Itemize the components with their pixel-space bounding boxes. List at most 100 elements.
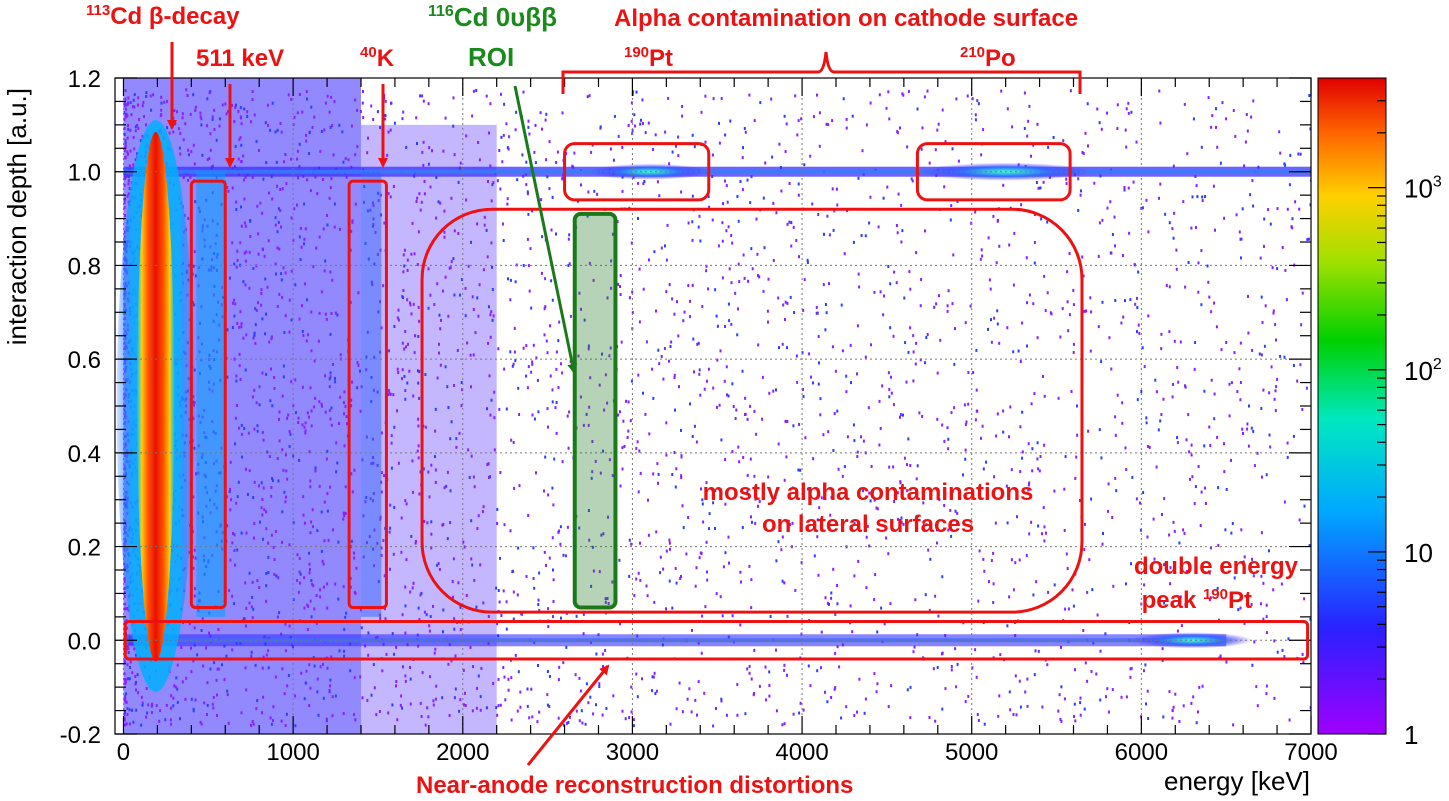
scatter-pixel — [477, 141, 480, 144]
scatter-pixel — [813, 520, 816, 524]
scatter-pixel — [546, 175, 549, 179]
scatter-pixel — [292, 404, 295, 408]
scatter-pixel — [298, 556, 301, 560]
scatter-pixel — [1026, 301, 1028, 305]
scatter-pixel — [791, 486, 794, 490]
box-anode — [123, 620, 1310, 661]
scatter-pixel — [436, 376, 439, 380]
scatter-pixel — [887, 371, 890, 375]
scatter-pixel — [766, 309, 769, 313]
scatter-pixel — [902, 413, 904, 417]
scatter-pixel — [557, 678, 560, 682]
scatter-pixel — [149, 94, 152, 98]
scatter-pixel — [635, 90, 638, 94]
scatter-pixel — [1120, 321, 1123, 325]
scatter-pixel — [526, 704, 529, 708]
scatter-pixel — [906, 489, 909, 493]
scatter-pixel — [953, 406, 956, 410]
scatter-pixel — [754, 521, 757, 525]
scatter-pixel — [1279, 354, 1282, 358]
scatter-pixel — [1216, 435, 1219, 439]
scatter-pixel — [284, 649, 287, 653]
scatter-pixel — [1033, 673, 1036, 677]
scatter-pixel — [437, 200, 440, 204]
scatter-pixel — [809, 154, 812, 158]
scatter-pixel — [244, 224, 247, 228]
scatter-pixel — [424, 373, 427, 376]
scatter-pixel — [452, 595, 454, 599]
peak-2 — [1132, 632, 1253, 649]
scatter-pixel — [551, 536, 554, 540]
scatter-pixel — [236, 321, 239, 325]
scatter-pixel — [1159, 564, 1162, 568]
scatter-pixel — [329, 375, 332, 379]
scatter-pixel — [1127, 101, 1130, 105]
scatter-pixel — [565, 645, 568, 649]
scatter-pixel — [272, 719, 274, 723]
scatter-pixel — [172, 704, 175, 708]
scatter-pixel — [235, 265, 238, 269]
scatter-pixel — [555, 367, 558, 371]
scatter-pixel — [318, 311, 321, 315]
scatter-pixel — [971, 97, 974, 101]
scatter-pixel — [242, 280, 245, 284]
scatter-pixel — [1137, 323, 1140, 327]
scatter-pixel — [240, 432, 243, 436]
scatter-pixel — [817, 382, 820, 386]
scatter-pixel — [1086, 102, 1089, 106]
scatter-pixel — [573, 151, 576, 155]
scatter-pixel — [396, 718, 399, 722]
scatter-pixel — [955, 97, 958, 101]
scatter-pixel — [356, 145, 359, 149]
scatter-pixel — [784, 300, 787, 304]
scatter-pixel — [771, 155, 774, 159]
scatter-pixel — [170, 706, 172, 710]
scatter-pixel — [1292, 364, 1295, 367]
scatter-pixel — [934, 594, 937, 598]
scatter-pixel — [396, 367, 399, 371]
scatter-pixel — [670, 340, 673, 344]
scatter-pixel — [393, 425, 396, 429]
scatter-pixel — [545, 112, 548, 116]
scatter-pixel — [508, 135, 511, 139]
scatter-pixel — [145, 95, 148, 98]
scatter-pixel — [1102, 532, 1104, 535]
scatter-pixel — [775, 388, 777, 392]
scatter-pixel — [362, 116, 365, 119]
scatter-pixel — [546, 693, 549, 697]
scatter-pixel — [1224, 528, 1227, 532]
scatter-pixel — [988, 278, 991, 282]
scatter-pixel — [234, 416, 237, 420]
x-tick-label: 5000 — [945, 739, 998, 766]
scatter-pixel — [124, 89, 127, 92]
scatter-pixel — [255, 308, 258, 312]
scatter-pixel — [1132, 180, 1135, 184]
scatter-pixel — [1200, 303, 1203, 307]
scatter-pixel — [602, 665, 604, 668]
scatter-pixel — [268, 455, 271, 458]
scatter-pixel — [639, 471, 642, 475]
scatter-pixel — [737, 219, 740, 223]
scatter-pixel — [472, 665, 474, 669]
scatter-pixel — [356, 108, 359, 112]
scatter-pixel — [964, 448, 967, 452]
scatter-pixel — [1217, 543, 1220, 547]
scatter-pixel — [461, 278, 463, 281]
scatter-pixel — [787, 519, 790, 523]
scatter-pixel — [193, 594, 196, 598]
scatter-pixel — [302, 334, 305, 337]
scatter-pixel — [473, 578, 476, 582]
scatter-pixel — [482, 505, 485, 509]
scatter-pixel — [311, 582, 314, 586]
scatter-pixel — [160, 113, 163, 117]
scatter-pixel — [140, 695, 143, 699]
scatter-pixel — [628, 538, 631, 542]
scatter-pixel — [123, 104, 126, 108]
scatter-pixel — [1082, 274, 1085, 278]
scatter-pixel — [236, 404, 238, 407]
scatter-pixel — [1306, 238, 1309, 241]
scatter-pixel — [1183, 102, 1186, 106]
label-po210: 210Po — [960, 44, 1016, 72]
scatter-pixel — [125, 107, 128, 111]
scatter-pixel — [261, 211, 264, 215]
